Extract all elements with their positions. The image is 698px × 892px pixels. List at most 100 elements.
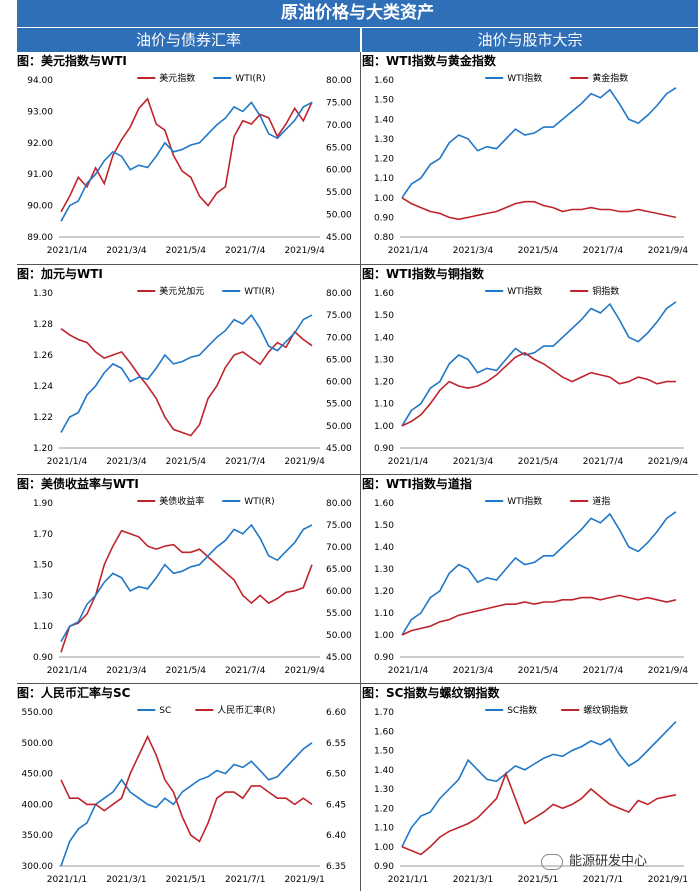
- y-tick-label: 1.00: [374, 194, 394, 204]
- y2-tick-label: 50.00: [326, 631, 352, 641]
- x-tick-label: 2021/9/4: [284, 246, 325, 256]
- x-tick-label: 2021/5/1: [518, 875, 558, 885]
- y2-tick-label: 45.00: [326, 233, 352, 243]
- y2-tick-label: 75.00: [326, 311, 352, 321]
- chart-title: 图：SC指数与螺纹钢指数: [362, 686, 500, 700]
- y-tick-label: 1.10: [374, 174, 394, 184]
- chart-title: 图：美债收益率与WTI: [17, 477, 139, 491]
- chart-panel-wti-gold: 图：WTI指数与黄金指数 0.80 0.90 1.00 1.10 1.20 1.30 1.4…: [362, 52, 698, 262]
- y-tick-label: 1.00: [374, 843, 394, 853]
- section-header-left: 油价与债券汇率: [17, 28, 360, 52]
- row-divider: [17, 264, 698, 265]
- y2-tick-label: 6.40: [326, 831, 346, 841]
- y2-tick-label: 70.00: [326, 543, 352, 553]
- y-tick-label: 1.30: [374, 565, 394, 575]
- y-tick-label: 1.20: [374, 378, 394, 388]
- y-tick-label: 1.30: [374, 135, 394, 145]
- y2-tick-label: 6.35: [326, 862, 346, 872]
- y-tick-label: 1.10: [33, 622, 53, 632]
- y2-tick-label: 65.00: [326, 355, 352, 365]
- legend-label: 螺纹钢指数: [583, 704, 628, 716]
- y2-tick-label: 80.00: [326, 289, 352, 299]
- y-tick-label: 1.90: [33, 499, 53, 509]
- row-divider: [17, 683, 698, 684]
- y2-tick-label: 75.00: [326, 521, 352, 531]
- x-tick-label: 2021/3/1: [106, 875, 146, 885]
- series-line: [60, 328, 313, 437]
- watermark-text: 能源研发中心: [569, 854, 648, 869]
- y2-tick-label: 50.00: [326, 422, 352, 432]
- series-line: [401, 351, 676, 427]
- chart-svg: 0.90 1.00 1.10 1.20 1.30 1.40 1.50 1.60 2021/1/4…: [374, 285, 688, 467]
- wechat-icon: [541, 853, 563, 870]
- x-tick-label: 2021/1/4: [388, 246, 429, 256]
- chart-svg: 0.90 1.00 1.10 1.20 1.30 1.40 1.50 1.60 1.70 2021…: [374, 704, 688, 885]
- x-tick-label: 2021/5/4: [518, 457, 559, 467]
- legend-label: WTI指数: [507, 72, 542, 84]
- chart-panel-cny-sc: 图：人民币汇率与SC 300.00 350.00 400.00 450.00 500.0…: [17, 684, 360, 891]
- legend-label: 铜指数: [592, 285, 619, 297]
- x-tick-label: 2021/7/1: [583, 875, 623, 885]
- legend-label: WTI(R): [244, 497, 274, 507]
- x-tick-label: 2021/5/4: [518, 246, 559, 256]
- y2-tick-label: 65.00: [326, 565, 352, 575]
- y-tick-label: 94.00: [27, 76, 53, 86]
- legend-label: SC指数: [507, 704, 537, 716]
- series-line: [60, 101, 313, 222]
- y-tick-label: 0.90: [374, 653, 394, 663]
- x-tick-label: 2021/7/4: [225, 246, 266, 256]
- x-tick-label: 2021/1/4: [388, 666, 429, 676]
- y-tick-label: 1.50: [374, 96, 394, 106]
- y-tick-label: 450.00: [22, 770, 54, 780]
- series-line: [60, 97, 313, 213]
- chart-title: 图：美元指数与WTI: [17, 54, 127, 68]
- y-tick-label: 1.40: [374, 333, 394, 343]
- legend-label: 人民币汇率(R): [217, 704, 275, 716]
- y-tick-label: 1.50: [374, 747, 394, 757]
- legend-label: 道指: [592, 495, 610, 507]
- y2-tick-label: 60.00: [326, 587, 352, 597]
- x-tick-label: 2021/9/4: [284, 457, 325, 467]
- y-tick-label: 1.22: [33, 413, 53, 423]
- x-tick-label: 2021/7/4: [225, 457, 266, 467]
- x-tick-label: 2021/9/1: [284, 875, 324, 885]
- series-line: [401, 197, 677, 221]
- y-tick-label: 1.00: [374, 422, 394, 432]
- y2-tick-label: 75.00: [326, 98, 352, 108]
- chart-svg: 0.90 1.10 1.30 1.50 1.70 1.90 45.00 50.00 55.00 6…: [33, 495, 352, 676]
- chart-panel-wti-copper: 图：WTI指数与铜指数 0.90 1.00 1.10 1.20 1.30 1.40 1.50…: [362, 265, 698, 473]
- y-tick-label: 1.70: [374, 708, 394, 718]
- y-tick-label: 1.50: [374, 521, 394, 531]
- x-tick-label: 2021/7/4: [583, 246, 624, 256]
- y-tick-label: 1.40: [374, 766, 394, 776]
- y-tick-label: 300.00: [22, 862, 54, 872]
- x-tick-label: 2021/3/4: [106, 457, 147, 467]
- y-tick-label: 0.90: [374, 444, 394, 454]
- y-tick-label: 1.60: [374, 76, 394, 86]
- x-tick-label: 2021/1/4: [47, 246, 88, 256]
- x-tick-label: 2021/5/4: [166, 457, 207, 467]
- y-tick-label: 1.10: [374, 824, 394, 834]
- x-tick-label: 2021/9/1: [648, 875, 688, 885]
- series-line: [401, 301, 677, 427]
- row-divider: [17, 474, 698, 475]
- y2-tick-label: 6.45: [326, 800, 346, 810]
- y-tick-label: 1.70: [33, 530, 53, 540]
- chart-panel-cad-wti: 图：加元与WTI 1.20 1.22 1.24 1.26 1.28 1.30 45.00 50…: [17, 265, 360, 473]
- legend-label: 黄金指数: [592, 72, 628, 84]
- x-tick-label: 2021/5/4: [518, 666, 559, 676]
- series-line: [401, 594, 677, 636]
- x-tick-label: 2021/7/4: [225, 666, 266, 676]
- series-line: [60, 529, 313, 653]
- series-line: [60, 742, 313, 867]
- x-tick-label: 2021/5/4: [166, 666, 207, 676]
- chart-title: 图：人民币汇率与SC: [17, 686, 131, 700]
- x-tick-label: 2021/5/1: [166, 875, 206, 885]
- chart-panel-sc-rebar: 图：SC指数与螺纹钢指数 0.90 1.00 1.10 1.20 1.30 1.40 1.5…: [362, 684, 698, 891]
- chart-svg: 300.00 350.00 400.00 450.00 500.00 550.00 6.35…: [22, 704, 347, 885]
- x-tick-label: 2021/3/4: [453, 457, 494, 467]
- chart-panel-wti-dow: 图：WTI指数与道指 0.90 1.00 1.10 1.20 1.30 1.40 1.50 1…: [362, 475, 698, 682]
- y-tick-label: 0.90: [374, 862, 394, 872]
- chart-title: 图：WTI指数与铜指数: [362, 267, 484, 281]
- legend-label: WTI指数: [507, 285, 542, 297]
